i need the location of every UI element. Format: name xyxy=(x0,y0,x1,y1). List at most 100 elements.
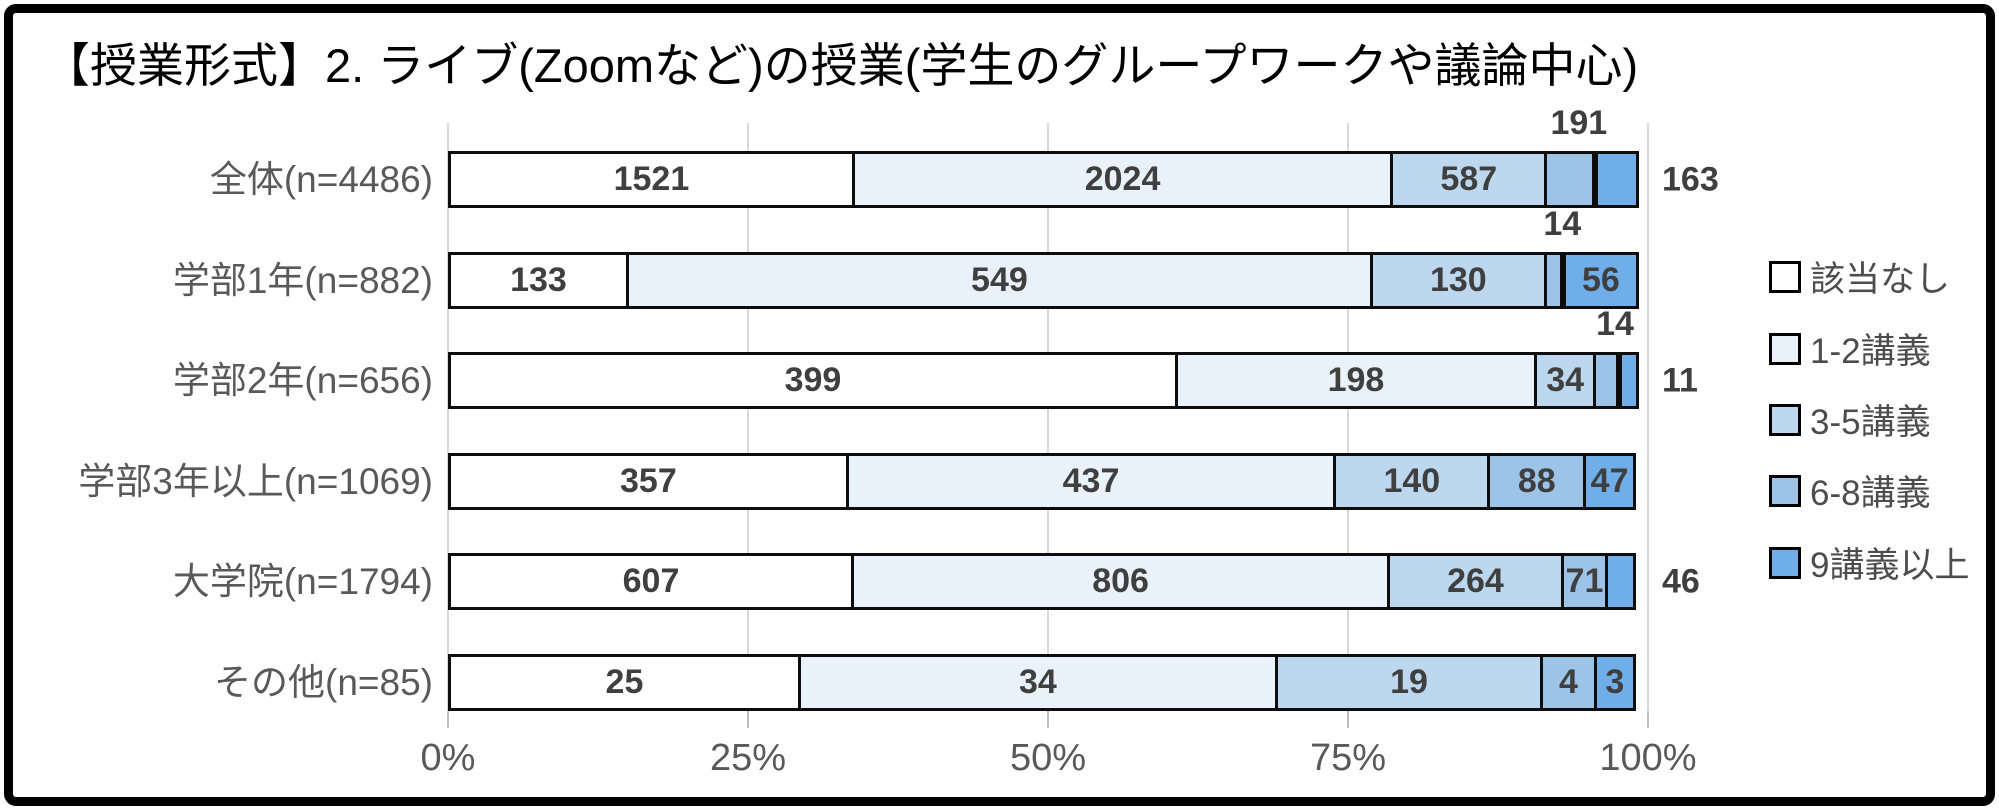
gridline-25% xyxy=(747,123,749,711)
bar-segment-6-8講義: 4 xyxy=(1540,654,1597,711)
x-axis-tick-label: 0% xyxy=(420,737,476,779)
bar-segment-該当なし: 1521 xyxy=(448,151,855,208)
legend-swatch-icon xyxy=(1769,332,1801,365)
bar-segment-1-2講義: 198 xyxy=(1174,352,1538,409)
bar-segment-9講義以上: 56 xyxy=(1562,252,1639,309)
bar-segment-1-2講義: 806 xyxy=(851,553,1391,610)
segment-value-outside: 163 xyxy=(1662,160,1719,198)
bar-segment-3-5講義: 130 xyxy=(1369,252,1547,309)
legend-item: 6-8講義 xyxy=(1769,465,1931,516)
gridline-100% xyxy=(1647,123,1649,711)
axis-tick xyxy=(1647,711,1649,728)
bar-segment-9講義以上: 3 xyxy=(1593,654,1636,711)
segment-value: 140 xyxy=(1383,462,1441,500)
bar-row: 399 198 34 14 11 xyxy=(448,305,1698,409)
segment-value: 34 xyxy=(1019,663,1057,701)
legend-item: 1-2講義 xyxy=(1769,323,1931,374)
segment-value-above: 14 xyxy=(1543,205,1582,243)
segment-value: 47 xyxy=(1590,462,1629,500)
segment-value: 133 xyxy=(510,261,567,299)
row-label: 学部2年(n=656) xyxy=(172,360,433,401)
bar-segment-3-5講義: 19 xyxy=(1274,654,1544,711)
row-label: その他(n=85) xyxy=(214,662,433,703)
legend-swatch-icon xyxy=(1769,546,1801,579)
bar-segment-6-8講義 xyxy=(1543,252,1563,309)
segment-value: 130 xyxy=(1429,261,1487,299)
legend-label: 6-8講義 xyxy=(1810,474,1931,513)
bar-segment-3-5講義: 264 xyxy=(1387,553,1564,610)
bar-segment-1-2講義: 549 xyxy=(625,252,1373,309)
row-label: 学部3年以上(n=1069) xyxy=(78,461,433,502)
bar-segment-該当なし: 25 xyxy=(448,654,801,711)
bar-segment-6-8講義: 88 xyxy=(1487,453,1587,510)
bar-segment-6-8講義 xyxy=(1544,151,1596,208)
x-axis-tick-label: 50% xyxy=(1009,737,1087,779)
segment-value: 3 xyxy=(1605,663,1625,701)
legend-swatch-icon xyxy=(1769,474,1801,507)
segment-value-above: 191 xyxy=(1550,104,1608,142)
segment-value: 607 xyxy=(622,562,680,600)
segment-value-outside: 11 xyxy=(1662,361,1698,399)
bar-row: 25 34 19 4 3 xyxy=(448,654,1648,711)
x-axis-tick-label: 100% xyxy=(1599,737,1697,779)
bar-segment-9講義以上 xyxy=(1605,553,1636,610)
bar-segment-6-8講義 xyxy=(1593,352,1619,409)
legend-label: 9講義以上 xyxy=(1810,546,1970,585)
gridline-75% xyxy=(1347,123,1349,711)
legend-label: 3-5講義 xyxy=(1810,403,1931,442)
bar-row: 133 549 130 14 56 xyxy=(448,205,1648,309)
segment-value-above: 14 xyxy=(1596,305,1634,343)
legend-item: 該当なし xyxy=(1769,251,1950,302)
bar-segment-該当なし: 399 xyxy=(448,352,1178,409)
segment-value: 198 xyxy=(1327,361,1385,399)
segment-value: 2024 xyxy=(1084,160,1161,198)
axis-tick xyxy=(747,711,749,728)
segment-value: 34 xyxy=(1546,361,1585,399)
legend-swatch-icon xyxy=(1769,403,1801,436)
segment-value: 357 xyxy=(620,462,677,500)
segment-value: 399 xyxy=(784,361,842,399)
axis-tick xyxy=(1347,711,1349,728)
chart-title: 【授業形式】2. ライブ(Zoomなど)の授業(学生のグループワークや議論中心) xyxy=(43,39,1639,92)
bar-row: 607 806 264 71 46 xyxy=(448,553,1700,610)
bar-segment-3-5講義: 140 xyxy=(1333,453,1491,510)
segment-value: 587 xyxy=(1440,160,1498,198)
x-axis-tick-label: 75% xyxy=(1309,737,1387,779)
segment-value: 264 xyxy=(1447,562,1504,600)
bar-segment-1-2講義: 2024 xyxy=(851,151,1394,208)
row-label: 全体(n=4486) xyxy=(209,159,433,200)
segment-value: 806 xyxy=(1092,562,1149,600)
legend-item: 3-5講義 xyxy=(1769,394,1931,445)
bar-segment-該当なし: 357 xyxy=(448,453,849,510)
bar-segment-9講義以上: 47 xyxy=(1583,453,1636,510)
gridline-0% xyxy=(447,123,449,711)
chart-frame: 【授業形式】2. ライブ(Zoomなど)の授業(学生のグループワークや議論中心)… xyxy=(4,4,1995,806)
bar-segment-1-2講義: 34 xyxy=(797,654,1278,711)
legend-label: 1-2講義 xyxy=(1810,332,1931,371)
legend-item: 9講義以上 xyxy=(1769,537,1969,588)
bar-segment-該当なし: 133 xyxy=(448,252,629,309)
segment-value: 19 xyxy=(1390,663,1428,701)
segment-value: 549 xyxy=(971,261,1028,299)
bar-segment-9講義以上 xyxy=(1595,151,1639,208)
bar-row: 357 437 140 88 47 xyxy=(448,453,1648,510)
bar-segment-該当なし: 607 xyxy=(448,553,855,610)
bar-segment-3-5講義: 34 xyxy=(1534,352,1597,409)
bar-segment-3-5講義: 587 xyxy=(1390,151,1548,208)
bar-segment-6-8講義: 71 xyxy=(1560,553,1609,610)
segment-value: 437 xyxy=(1062,462,1120,500)
segment-value: 88 xyxy=(1517,462,1556,500)
bar-row: 1521 2024 587 191 163 xyxy=(448,104,1719,208)
legend-swatch-icon xyxy=(1769,260,1801,293)
bar-segment-9講義以上 xyxy=(1618,352,1639,409)
gridline-50% xyxy=(1047,123,1049,711)
x-axis-tick-label: 25% xyxy=(709,737,787,779)
row-label: 大学院(n=1794) xyxy=(172,561,433,602)
segment-value-outside: 46 xyxy=(1662,562,1700,600)
plot-area: 1521 2024 587 191 163 133 549 130 14 56 399 198 34 14… xyxy=(447,104,1719,711)
axis-tick xyxy=(1047,711,1049,728)
legend-label: 該当なし xyxy=(1810,260,1951,299)
segment-value: 56 xyxy=(1581,261,1620,299)
axis-tick xyxy=(447,711,449,728)
segment-value: 25 xyxy=(605,663,644,701)
